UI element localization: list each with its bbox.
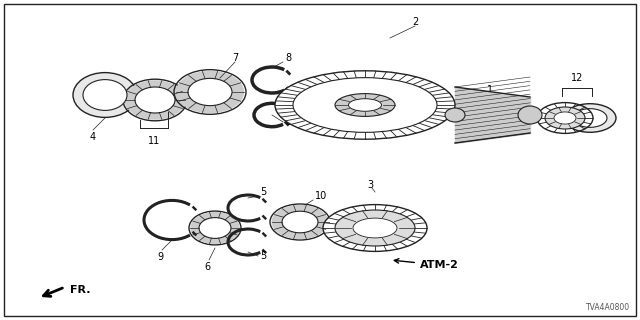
Text: 1: 1 (487, 85, 493, 95)
Ellipse shape (271, 205, 328, 239)
Ellipse shape (545, 107, 585, 129)
Ellipse shape (73, 73, 137, 117)
Text: FR.: FR. (70, 285, 90, 295)
Ellipse shape (554, 112, 576, 124)
Ellipse shape (199, 218, 231, 238)
Ellipse shape (282, 211, 318, 233)
Text: 5: 5 (260, 187, 266, 197)
Ellipse shape (349, 99, 381, 111)
Text: 2: 2 (412, 17, 418, 27)
Ellipse shape (573, 109, 607, 127)
Ellipse shape (135, 87, 175, 113)
Ellipse shape (293, 78, 437, 132)
Ellipse shape (270, 204, 330, 240)
Ellipse shape (445, 108, 465, 122)
Text: 12: 12 (571, 73, 583, 83)
Ellipse shape (275, 71, 455, 139)
Text: 4: 4 (90, 132, 96, 142)
Text: 5: 5 (260, 251, 266, 261)
FancyArrowPatch shape (44, 288, 63, 296)
Ellipse shape (83, 80, 127, 110)
Text: 10: 10 (315, 191, 327, 201)
Ellipse shape (353, 218, 397, 238)
Text: 11: 11 (148, 136, 160, 146)
Text: 8: 8 (285, 53, 291, 63)
Ellipse shape (174, 70, 246, 114)
Ellipse shape (335, 210, 415, 246)
Ellipse shape (323, 204, 427, 252)
Ellipse shape (188, 78, 232, 106)
Ellipse shape (189, 211, 241, 245)
Ellipse shape (190, 212, 240, 244)
Ellipse shape (176, 71, 244, 113)
Ellipse shape (335, 94, 395, 116)
Ellipse shape (564, 104, 616, 132)
Text: 8: 8 (285, 117, 291, 127)
Ellipse shape (518, 106, 542, 124)
Ellipse shape (123, 79, 187, 121)
Text: ATM-2: ATM-2 (394, 259, 459, 270)
Text: 7: 7 (232, 53, 238, 63)
Text: TVA4A0800: TVA4A0800 (586, 303, 630, 312)
Ellipse shape (125, 80, 186, 120)
Ellipse shape (537, 103, 593, 133)
Text: 9: 9 (157, 252, 163, 262)
Text: 6: 6 (204, 262, 210, 272)
Text: 3: 3 (367, 180, 373, 190)
